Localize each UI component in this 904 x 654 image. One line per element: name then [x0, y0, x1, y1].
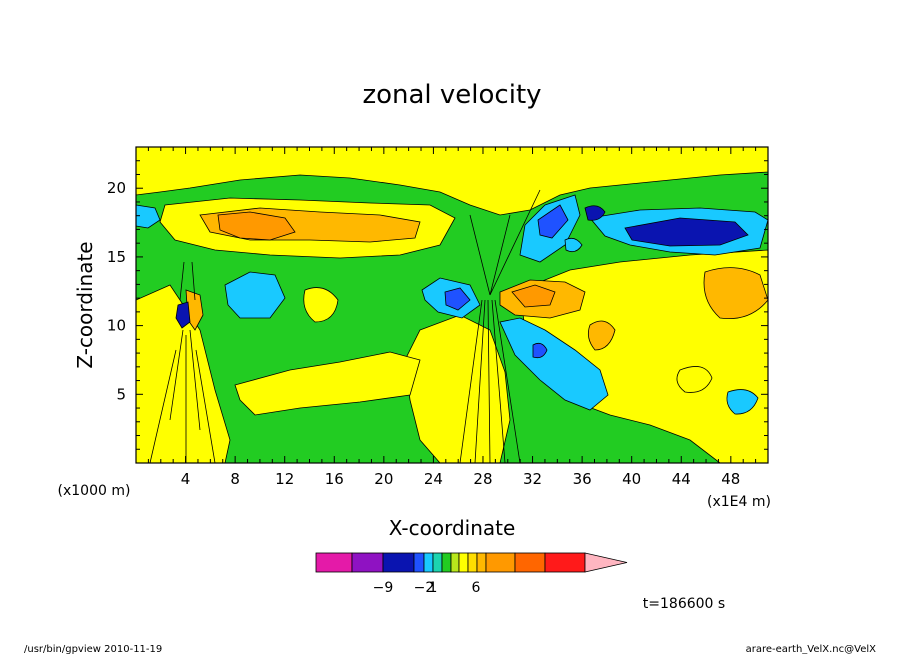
colorbar-tick-label: 6	[472, 580, 481, 596]
contour-region-blue-diagonal	[537, 204, 569, 239]
y-tick-label: 20	[107, 179, 126, 197]
x-tick-label: 48	[721, 470, 740, 488]
contour-region-cyan-left	[224, 271, 286, 319]
colorbar-segment	[423, 552, 434, 573]
x-tick-label: 24	[424, 470, 443, 488]
contour-region-blue-right-upper	[624, 217, 749, 247]
y-axis: 5 10 15 20	[107, 160, 768, 450]
x-tick-label: 32	[523, 470, 542, 488]
plot-frame	[135, 146, 769, 464]
colorbar-segment	[476, 552, 487, 573]
y-tick-label: 5	[116, 385, 126, 403]
colorbar-tick-label: 1	[429, 580, 438, 596]
colorbar-segment	[458, 552, 469, 573]
contour-region-cyan-far-left	[136, 204, 161, 229]
contour-region-blue-lower-right	[532, 342, 548, 359]
colorbar-labels: −9 −21 6	[373, 580, 481, 596]
contour-region-cyan-far-right	[726, 389, 759, 415]
colorbar	[315, 552, 628, 573]
colorbar-tick-label: −9	[373, 580, 394, 596]
contour-region-orange-small-1	[587, 320, 616, 351]
contour-region-jet-left-blue	[175, 301, 191, 329]
colorbar-segment	[514, 552, 546, 573]
colorbar-segment	[315, 552, 353, 573]
x-tick-label: 4	[181, 470, 191, 488]
x-tick-label: 28	[473, 470, 492, 488]
contour-region-blue-small-1	[584, 205, 606, 221]
contour-region-cyan-small-mid	[564, 237, 583, 253]
x-tick-label: 12	[275, 470, 294, 488]
colorbar-segment	[450, 552, 460, 573]
contour-region-yellow-top	[136, 147, 768, 216]
colorbar-segment	[441, 552, 452, 573]
colorbar-arrow	[584, 552, 628, 573]
y-tick-label: 10	[107, 317, 126, 335]
contour-region-yellow-small-2	[676, 366, 713, 393]
x-tick-label: 20	[374, 470, 393, 488]
colorbar-tick-label: −2	[414, 580, 435, 596]
x-tick-label: 36	[573, 470, 592, 488]
colorbar-segment	[467, 552, 478, 573]
colorbar-segment	[382, 552, 415, 573]
contour-region-yellow-lower-left	[136, 284, 231, 463]
colorbar-segment	[432, 552, 443, 573]
contour-region-yellow-small-1	[303, 287, 339, 323]
x-tick-label: 44	[672, 470, 691, 488]
contour-region-yellow-lower-mid	[234, 351, 421, 416]
x-tick-label: 40	[622, 470, 641, 488]
contour-region-blue-center	[444, 287, 471, 311]
y-axis-title: Z-coordinate	[73, 241, 97, 368]
contour-lines-central	[459, 189, 541, 463]
chart-title: zonal velocity	[362, 80, 541, 110]
contour-region-jet-left-streak	[149, 261, 216, 463]
contour-region-cyan-lower-right	[499, 317, 609, 411]
y-unit-label: (x1000 m)	[58, 483, 131, 499]
colorbar-segment	[544, 552, 586, 573]
contour-region-orange-right-inner	[511, 284, 556, 308]
y-tick-label: 15	[107, 248, 126, 266]
footer-left: /usr/bin/gpview 2010-11-19	[24, 644, 162, 654]
contour-region-orange-far-right	[703, 267, 768, 319]
x-axis: 4 8 12 16 20 24 28 32 36 40 44 48	[147, 147, 757, 488]
x-unit-label: (x1E4 m)	[707, 494, 771, 510]
x-tick-label: 16	[325, 470, 344, 488]
x-tick-label: 8	[230, 470, 240, 488]
time-label: t=186600 s	[643, 596, 725, 612]
x-axis-title: X-coordinate	[389, 516, 516, 540]
colorbar-segment	[413, 552, 425, 573]
contour-region-orange-core	[217, 211, 296, 241]
contour-field	[136, 147, 768, 463]
colorbar-segment	[485, 552, 516, 573]
colorbar-segment	[351, 552, 384, 573]
footer-right: arare-earth_VelX.nc@VelX	[746, 644, 877, 654]
